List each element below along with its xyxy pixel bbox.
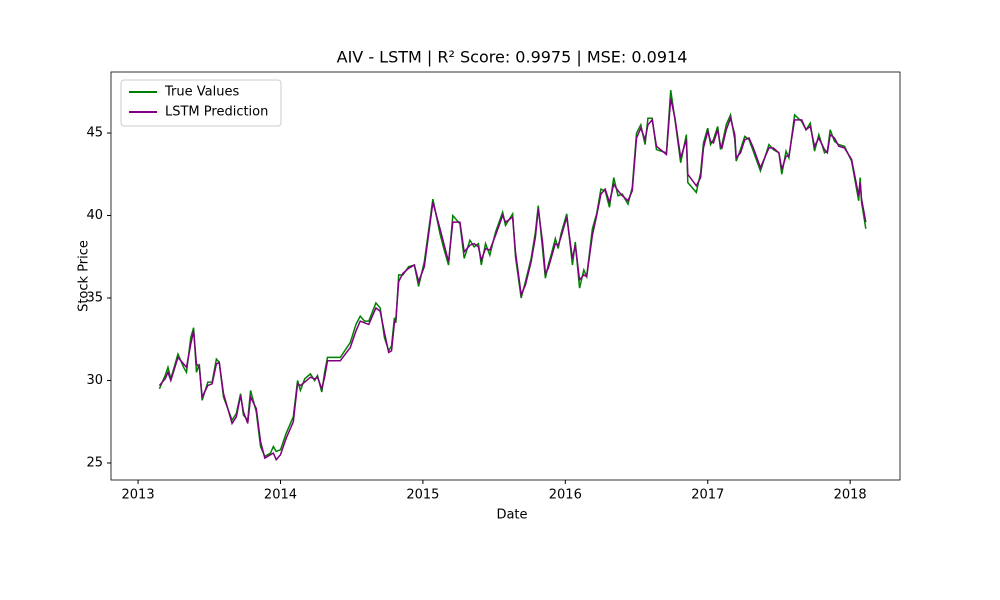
chart-title: AIV - LSTM | R² Score: 0.9975 | MSE: 0.0…: [337, 48, 688, 67]
legend-label: LSTM Prediction: [165, 105, 268, 120]
plot-frame: [110, 71, 901, 481]
legend-label: True Values: [164, 85, 239, 100]
x-tick-label: 2017: [691, 488, 724, 503]
y-tick-label: 40: [86, 208, 103, 223]
x-tick-label: 2013: [122, 488, 155, 503]
x-tick-label: 2015: [406, 488, 439, 503]
x-tick-label: 2016: [549, 488, 582, 503]
x-axis-label: Date: [496, 508, 527, 523]
x-tick-label: 2014: [264, 488, 297, 503]
y-tick-label: 35: [86, 291, 103, 306]
series-line: [158, 98, 867, 462]
x-tick-label: 2018: [834, 488, 867, 503]
y-tick-label: 30: [86, 373, 103, 388]
y-tick-label: 45: [86, 126, 103, 141]
series-line: [158, 90, 867, 458]
y-tick-label: 25: [86, 456, 103, 471]
legend-box: [120, 79, 282, 127]
y-axis-label: Stock Price: [77, 240, 92, 312]
